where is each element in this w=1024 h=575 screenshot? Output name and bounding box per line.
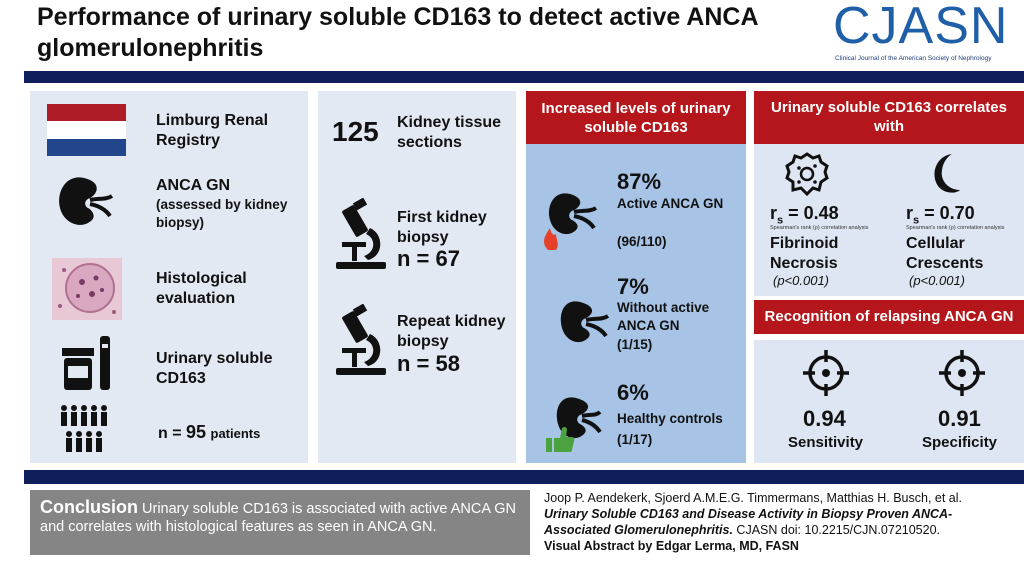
active-pct: 87%	[617, 169, 662, 194]
citation-doi: CJASN doi: 10.2215/CJN.07210520.	[732, 523, 941, 537]
specificity-label: Specificity	[922, 434, 998, 451]
repeat-biopsy-n: n = 58	[397, 351, 460, 376]
journal-logo: CJASN Clinical Journal of the American S…	[833, 0, 1023, 70]
bottom-divider-bar	[24, 470, 1024, 484]
patient-count-value: 95	[186, 422, 207, 442]
increased-levels-header: Increased levels of urinary soluble CD16…	[526, 91, 746, 144]
crescents-rs-subscript: s	[913, 214, 920, 227]
repeat-biopsy-label: Repeat kidney biopsy	[397, 313, 506, 350]
crescents-feature: Cellular Crescents	[906, 235, 984, 272]
anca-gn-sublabel: (assessed by kidney biopsy)	[156, 197, 288, 230]
necrosis-rs-value: = 0.48	[783, 203, 839, 223]
histology-label: Histological evaluation	[156, 270, 247, 307]
patient-count-prefix: n =	[158, 425, 187, 442]
without-active-frac: (1/15)	[617, 337, 653, 352]
specificity-value: 0.91	[938, 406, 981, 431]
patient-count: n = 95 patients	[158, 422, 308, 443]
page-title: Performance of urinary soluble CD163 to …	[37, 3, 758, 62]
necrosis-rs-subscript: s	[777, 214, 784, 227]
people-icon	[61, 405, 107, 452]
first-biopsy-n: n = 67	[397, 246, 460, 271]
conclusion-text: Urinary soluble CD163 is associated with…	[40, 501, 516, 535]
kidney-icon	[560, 301, 610, 343]
conclusion-heading: Conclusion	[40, 497, 138, 517]
patient-count-suffix: patients	[210, 426, 261, 441]
citation-credit: Visual Abstract by Edgar Lerma, MD, FASN	[544, 539, 799, 553]
necrosis-rs-symbol: r	[770, 203, 778, 223]
citation-article: Urinary Soluble CD163 and Disease Activi…	[544, 507, 953, 537]
microscope-icon	[336, 198, 386, 269]
target-icon	[939, 350, 985, 396]
active-frac: (96/110)	[617, 234, 667, 249]
relapse-panel	[754, 340, 1024, 463]
crescent-icon	[934, 154, 960, 193]
citation-authors: Joop P. Aendekerk, Sjoerd A.M.E.G. Timme…	[544, 491, 963, 505]
active-label: Active ANCA GN	[617, 196, 724, 211]
citation: Joop P. Aendekerk, Sjoerd A.M.E.G. Timme…	[544, 490, 1014, 554]
kidney-icon	[59, 177, 114, 225]
crescents-pvalue: (p<0.001)	[909, 273, 966, 288]
crescents-rs-symbol: r	[906, 203, 914, 223]
crescents-rs-value: = 0.70	[919, 203, 975, 223]
conclusion-box: Conclusion Urinary soluble CD163 is asso…	[30, 490, 530, 555]
logo-name: CJASN	[833, 0, 1009, 55]
necrosis-rs: rs = 0.48	[770, 203, 839, 227]
section-count-label: Kidney tissue sections	[397, 114, 502, 151]
crescents-note: Spearman's rank (ρ) correlation analysis	[906, 225, 1005, 231]
logo-subtitle: Clinical Journal of the American Society…	[835, 55, 992, 62]
without-active-label: Without active ANCA GN	[617, 300, 710, 333]
healthy-pct: 6%	[617, 380, 649, 405]
section-count: 125	[332, 116, 379, 147]
target-icon	[803, 350, 849, 396]
histology-image	[52, 258, 122, 320]
kidney-thumbs-up-icon	[546, 397, 602, 452]
healthy-label: Healthy controls	[617, 411, 723, 426]
necrosis-feature: Fibrinoid Necrosis	[770, 235, 839, 272]
anca-gn-label: ANCA GN	[156, 177, 231, 194]
sensitivity-value: 0.94	[803, 406, 846, 431]
sensitivity-label: Sensitivity	[788, 434, 864, 451]
correlates-header: Urinary soluble CD163 correlates with	[754, 91, 1024, 144]
crescents-rs: rs = 0.70	[906, 203, 975, 227]
microscope-icon	[336, 304, 386, 375]
first-biopsy-label: First kidney biopsy	[397, 209, 487, 246]
kidney-fire-icon	[544, 193, 598, 250]
urine-sample-icon	[62, 336, 110, 390]
urine-label: Urinary soluble CD163	[156, 350, 273, 387]
relapse-header: Recognition of relapsing ANCA GN	[754, 300, 1024, 334]
netherlands-flag	[47, 104, 126, 156]
necrosis-pvalue: (p<0.001)	[773, 273, 830, 288]
without-active-pct: 7%	[617, 274, 649, 299]
registry-label: Limburg Renal Registry	[156, 112, 269, 149]
necrosis-note: Spearman's rank (ρ) correlation analysis	[770, 225, 869, 231]
top-divider-bar	[24, 71, 1024, 83]
sections-panel	[318, 91, 516, 463]
healthy-frac: (1/17)	[617, 432, 653, 447]
necrosis-cell-icon	[785, 152, 829, 196]
